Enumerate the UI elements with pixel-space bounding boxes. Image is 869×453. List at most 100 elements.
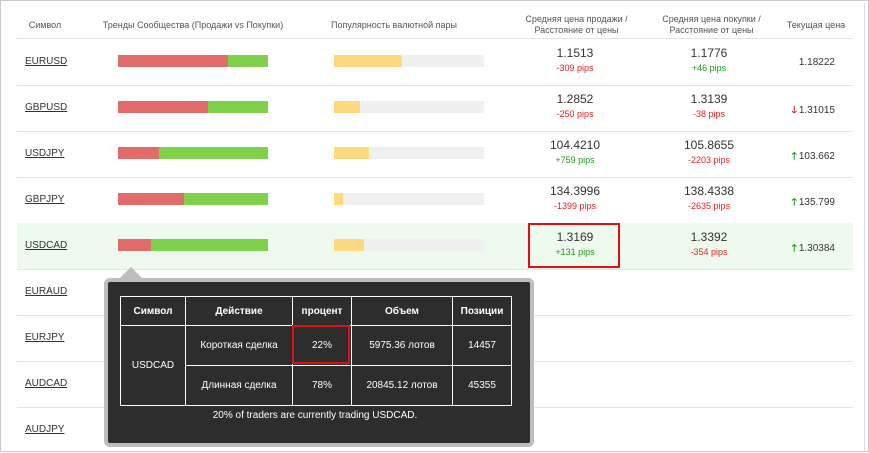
header-popularity: Популярность валютной пары [330, 20, 458, 30]
tooltip-header-action: Действие [185, 296, 293, 326]
arrow-down-icon: 🡓 [791, 105, 797, 116]
header-avg-sell: Средняя цена продажи / Расстояние от цен… [514, 14, 639, 36]
current-price-value: 1.30384 [798, 243, 835, 254]
tooltip-long-action: Длинная сделка [185, 365, 293, 406]
tooltip-short-action: Короткая сделка [185, 325, 293, 366]
trend-buy-fill [158, 147, 268, 159]
symbol-link[interactable]: AUDCAD [25, 378, 68, 389]
header-avg-buy-line1: Средняя цена покупки / [662, 14, 761, 24]
tooltip-long-volume: 20845.12 лотов [351, 365, 453, 406]
header-avg-buy-line2: Расстояние от цены [669, 25, 754, 35]
table-row-selected: USDCAD 1.3169 +131 pips 1.3392 -354 pips… [17, 223, 853, 270]
trend-buy-fill [151, 239, 268, 251]
trend-bar [118, 55, 268, 67]
sentiment-tooltip: Символ Действие процент Объем Позиции US… [104, 278, 534, 447]
trend-bar [118, 193, 268, 205]
panel-edge [864, 3, 865, 451]
buy-pips: +46 pips [691, 63, 727, 73]
sell-pips: +131 pips [555, 247, 595, 257]
buy-pips: -2635 pips [687, 201, 731, 211]
header-symbol: Символ [28, 20, 62, 30]
popularity-bar [334, 239, 484, 251]
avg-sell-price: 104.4210 [549, 138, 601, 152]
symbol-link[interactable]: EURUSD [25, 56, 68, 67]
tooltip-short-percent-cell: 22% [292, 325, 352, 366]
tooltip-long-percent: 78% [292, 365, 352, 406]
trend-bar[interactable] [118, 239, 268, 251]
avg-buy-price: 105.8655 [683, 138, 735, 152]
table-row: USDJPY 104.4210 +759 pips 105.8655 -2203… [17, 131, 853, 178]
popularity-fill [334, 55, 402, 67]
avg-sell-price: 1.3169 [556, 230, 594, 244]
popularity-fill [334, 193, 343, 205]
arrow-up-icon: 🡑 [791, 197, 797, 208]
trend-buy-fill [208, 101, 268, 113]
avg-buy-price: 1.1776 [690, 46, 728, 60]
arrow-up-icon: 🡑 [791, 243, 797, 254]
symbol-link[interactable]: GBPUSD [25, 102, 68, 113]
header-avg-sell-line2: Расстояние от цены [534, 25, 619, 35]
tooltip-short-volume: 5975.36 лотов [351, 325, 453, 366]
avg-buy-price: 138.4338 [683, 184, 735, 198]
tooltip-footer: 20% of traders are currently trading USD… [212, 410, 418, 421]
symbol-link[interactable]: USDJPY [25, 148, 65, 159]
popularity-fill [334, 147, 369, 159]
current-price-value: 1.31015 [798, 105, 835, 116]
tooltip-header-percent: процент [292, 296, 352, 326]
header-avg-buy: Средняя цена покупки / Расстояние от цен… [649, 14, 774, 36]
sell-pips: -309 pips [556, 63, 594, 73]
trend-buy-fill [184, 193, 268, 205]
avg-sell-price: 1.1513 [556, 46, 594, 60]
current-price-value: 103.662 [798, 151, 835, 162]
table-row: GBPJPY 134.3996 -1399 pips 138.4338 -263… [17, 177, 853, 224]
trend-bar [118, 101, 268, 113]
current-price: 🡑 135.799 [755, 195, 835, 212]
table-row: AUDJPY [17, 407, 853, 453]
popularity-bar [334, 55, 484, 67]
buy-pips: -38 pips [692, 109, 726, 119]
current-price: 🡓 1.31015 [755, 103, 835, 120]
tooltip-caret [119, 267, 143, 279]
avg-buy-price: 1.3392 [690, 230, 728, 244]
popularity-fill [334, 239, 364, 251]
tooltip-header-positions: Позиции [452, 296, 512, 326]
table-header: Символ Тренды Сообщества (Продажи vs Пок… [1, 1, 861, 37]
header-avg-sell-line1: Средняя цена продажи / [525, 14, 628, 24]
annotation-box-sell-price [528, 223, 620, 268]
symbol-link[interactable]: EURJPY [25, 332, 65, 343]
popularity-bar [334, 193, 484, 205]
current-price-value: 135.799 [798, 197, 835, 208]
annotation-box-percent [292, 325, 350, 364]
tooltip-header-volume: Объем [351, 296, 453, 326]
tooltip-symbol: USDCAD [120, 325, 186, 406]
header-trends: Тренды Сообщества (Продажи vs Покупки) [102, 20, 284, 30]
tooltip-short-positions: 14457 [452, 325, 512, 366]
popularity-bar [334, 147, 484, 159]
popularity-fill [334, 101, 360, 113]
trend-buy-fill [227, 55, 268, 67]
current-price: 1.18222 [755, 57, 835, 68]
symbol-link[interactable]: GBPJPY [25, 194, 65, 205]
tooltip-header-symbol: Символ [120, 296, 186, 326]
tooltip-short-percent: 22% [311, 340, 332, 351]
symbol-link[interactable]: EURAUD [25, 286, 68, 297]
table-row: EURUSD 1.1513 -309 pips 1.1776 +46 pips … [17, 39, 853, 86]
current-price: 🡑 1.30384 [755, 241, 835, 258]
avg-sell-price: 134.3996 [549, 184, 601, 198]
symbol-link[interactable]: USDCAD [25, 240, 68, 251]
symbol-link[interactable]: AUDJPY [25, 424, 65, 435]
current-price-value: 1.18222 [798, 57, 835, 68]
header-divider [17, 38, 853, 39]
buy-pips: -2203 pips [687, 155, 731, 165]
popularity-bar [334, 101, 484, 113]
avg-sell-price: 1.2852 [556, 92, 594, 106]
arrow-up-icon: 🡑 [791, 151, 797, 162]
sell-pips: -1399 pips [553, 201, 597, 211]
buy-pips: -354 pips [690, 247, 728, 257]
sell-pips: +759 pips [555, 155, 595, 165]
table-row: GBPUSD 1.2852 -250 pips 1.3139 -38 pips … [17, 85, 853, 132]
header-current-price: Текущая цена [786, 20, 846, 30]
tooltip-long-positions: 45355 [452, 365, 512, 406]
avg-buy-price: 1.3139 [690, 92, 728, 106]
sell-pips: -250 pips [556, 109, 594, 119]
